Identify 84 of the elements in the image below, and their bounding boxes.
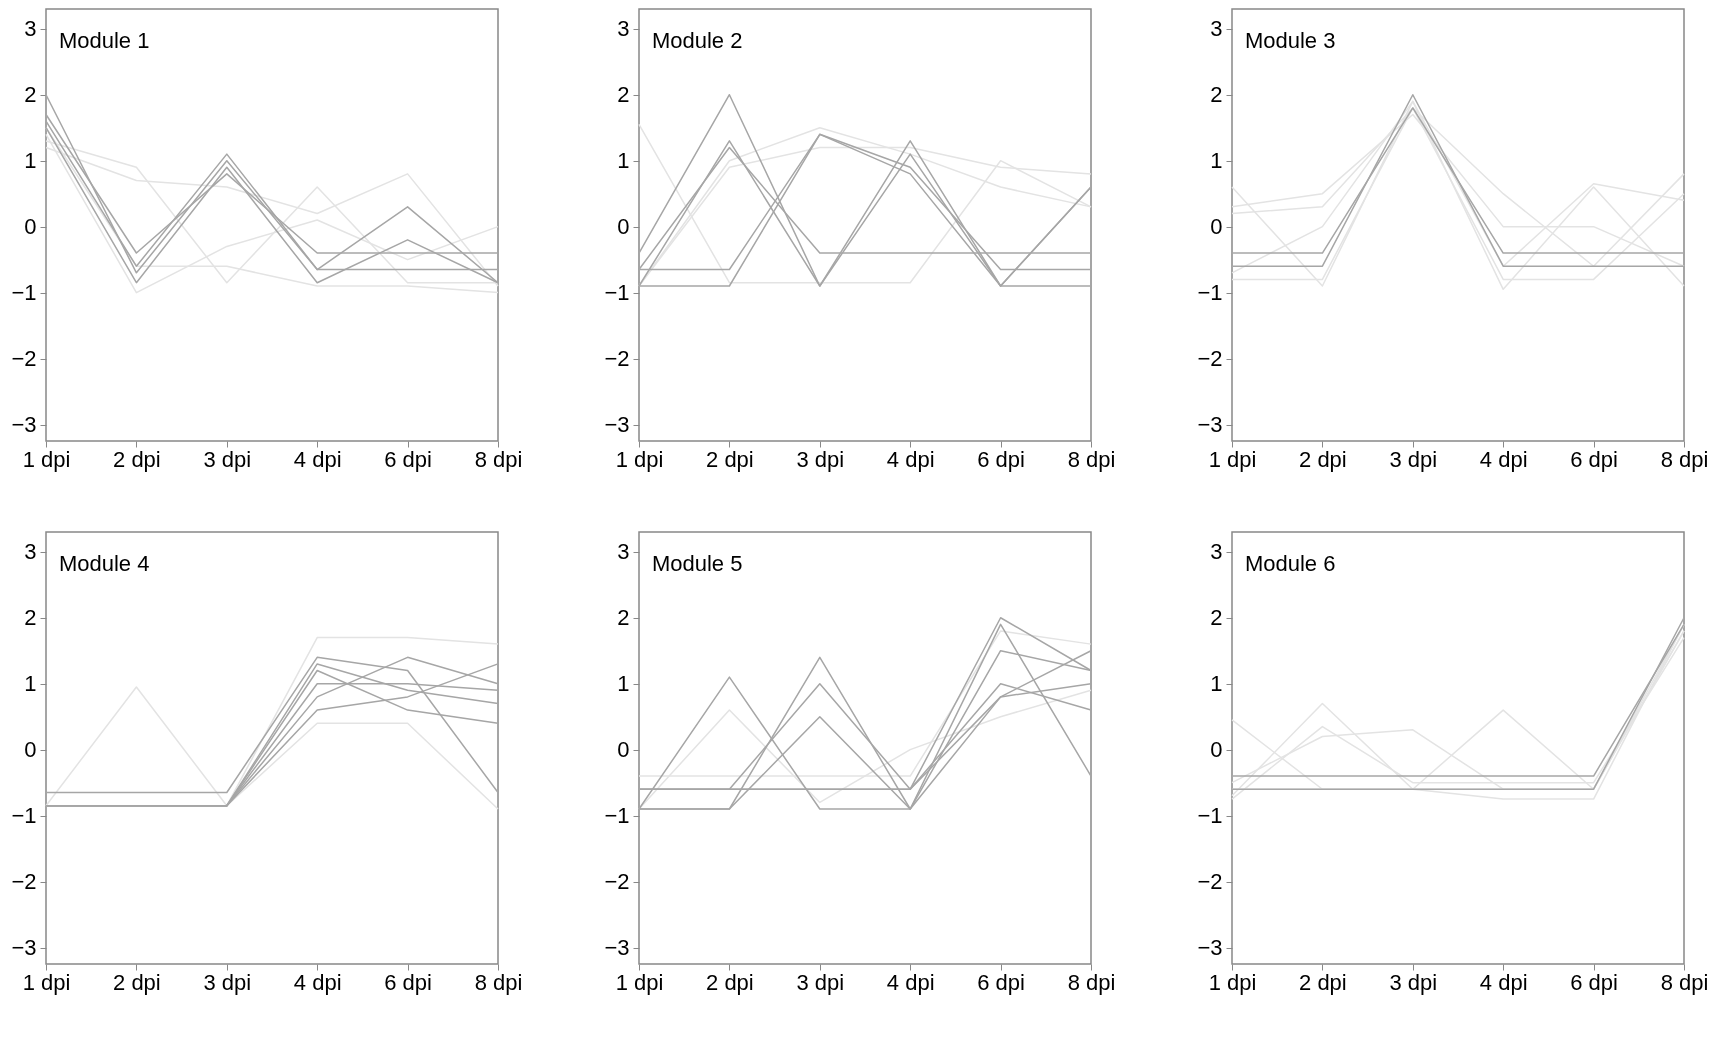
y-tick-label: −1 — [11, 280, 37, 306]
x-tick-label: 3 dpi — [203, 446, 252, 472]
x-tick-label: 4 dpi — [293, 446, 342, 472]
y-tick-label: −3 — [604, 935, 630, 961]
y-tick-label: 3 — [617, 539, 630, 565]
y-tick-label: 3 — [1210, 539, 1223, 565]
x-tick-label: 8 dpi — [474, 969, 523, 995]
x-tick-label: 8 dpi — [1660, 446, 1709, 472]
y-tick-label: 0 — [1210, 214, 1223, 240]
y-tick-label: 2 — [1210, 82, 1223, 108]
y-tick-label: 1 — [1210, 148, 1223, 174]
x-tick-label: 1 dpi — [615, 969, 664, 995]
x-tick-label: 8 dpi — [1067, 969, 1116, 995]
x-tick-label: 6 dpi — [977, 446, 1025, 472]
y-tick-label: −2 — [11, 869, 37, 895]
y-tick-label: 0 — [617, 737, 630, 763]
x-tick-label: 3 dpi — [203, 969, 252, 995]
y-tick-label: −1 — [1197, 803, 1223, 829]
y-tick-label: −2 — [604, 346, 630, 372]
y-tick-label: 3 — [24, 16, 37, 42]
x-tick-label: 2 dpi — [706, 446, 754, 472]
y-tick-label: 1 — [1210, 671, 1223, 697]
x-tick-label: 1 dpi — [1208, 969, 1257, 995]
y-tick-label: −2 — [604, 869, 630, 895]
y-tick-label: −2 — [11, 346, 37, 372]
y-tick-label: 0 — [24, 214, 37, 240]
text: Module 1 — [58, 28, 150, 53]
text: Module 4 — [58, 551, 150, 576]
x-tick-label: 6 dpi — [384, 969, 432, 995]
x-tick-label: 1 dpi — [22, 446, 71, 472]
x-tick-label: 6 dpi — [977, 969, 1025, 995]
y-tick-label: 1 — [617, 671, 630, 697]
x-tick-label: 2 dpi — [706, 969, 754, 995]
x-tick-label: 6 dpi — [384, 446, 432, 472]
text: Module 3 — [1244, 28, 1336, 53]
x-tick-label: 8 dpi — [1660, 969, 1709, 995]
x-tick-label: 6 dpi — [1570, 969, 1618, 995]
y-tick-label: 2 — [24, 82, 37, 108]
y-tick-label: −2 — [1197, 346, 1223, 372]
x-tick-label: 4 dpi — [886, 446, 935, 472]
x-tick-label: 8 dpi — [1067, 446, 1116, 472]
y-tick-label: −2 — [1197, 869, 1223, 895]
y-tick-label: −1 — [1197, 280, 1223, 306]
y-tick-label: 2 — [617, 605, 630, 631]
y-tick-label: −1 — [11, 803, 37, 829]
y-tick-label: 1 — [24, 671, 37, 697]
x-tick-label: 3 dpi — [796, 969, 845, 995]
y-tick-label: 3 — [1210, 16, 1223, 42]
y-tick-label: 1 — [617, 148, 630, 174]
x-tick-label: 2 dpi — [1299, 969, 1347, 995]
y-tick-label: −1 — [604, 280, 630, 306]
y-tick-label: 0 — [24, 737, 37, 763]
x-tick-label: 2 dpi — [113, 969, 161, 995]
x-tick-label: 4 dpi — [886, 969, 935, 995]
x-tick-label: 4 dpi — [1479, 446, 1528, 472]
y-tick-label: −3 — [604, 412, 630, 438]
y-tick-label: 1 — [24, 148, 37, 174]
y-tick-label: 3 — [24, 539, 37, 565]
y-tick-label: 0 — [1210, 737, 1223, 763]
x-tick-label: 1 dpi — [22, 969, 71, 995]
text: Module 5 — [651, 551, 743, 576]
text: Module 2 — [651, 28, 743, 53]
y-tick-label: 2 — [1210, 605, 1223, 631]
x-tick-label: 8 dpi — [474, 446, 523, 472]
y-tick-label: −3 — [11, 412, 37, 438]
x-tick-label: 3 dpi — [1389, 969, 1438, 995]
x-tick-label: 3 dpi — [796, 446, 845, 472]
x-tick-label: 3 dpi — [1389, 446, 1438, 472]
y-tick-label: 2 — [24, 605, 37, 631]
x-tick-label: 2 dpi — [1299, 446, 1347, 472]
x-tick-label: 2 dpi — [113, 446, 161, 472]
x-tick-label: 1 dpi — [1208, 446, 1257, 472]
x-tick-label: 4 dpi — [1479, 969, 1528, 995]
y-tick-label: 2 — [617, 82, 630, 108]
text: Module 6 — [1244, 551, 1336, 576]
y-tick-label: 3 — [617, 16, 630, 42]
y-tick-label: −3 — [11, 935, 37, 961]
y-tick-label: 0 — [617, 214, 630, 240]
x-tick-label: 6 dpi — [1570, 446, 1618, 472]
x-tick-label: 1 dpi — [615, 446, 664, 472]
y-tick-label: −3 — [1197, 935, 1223, 961]
y-tick-label: −1 — [604, 803, 630, 829]
x-tick-label: 4 dpi — [293, 969, 342, 995]
y-tick-label: −3 — [1197, 412, 1223, 438]
